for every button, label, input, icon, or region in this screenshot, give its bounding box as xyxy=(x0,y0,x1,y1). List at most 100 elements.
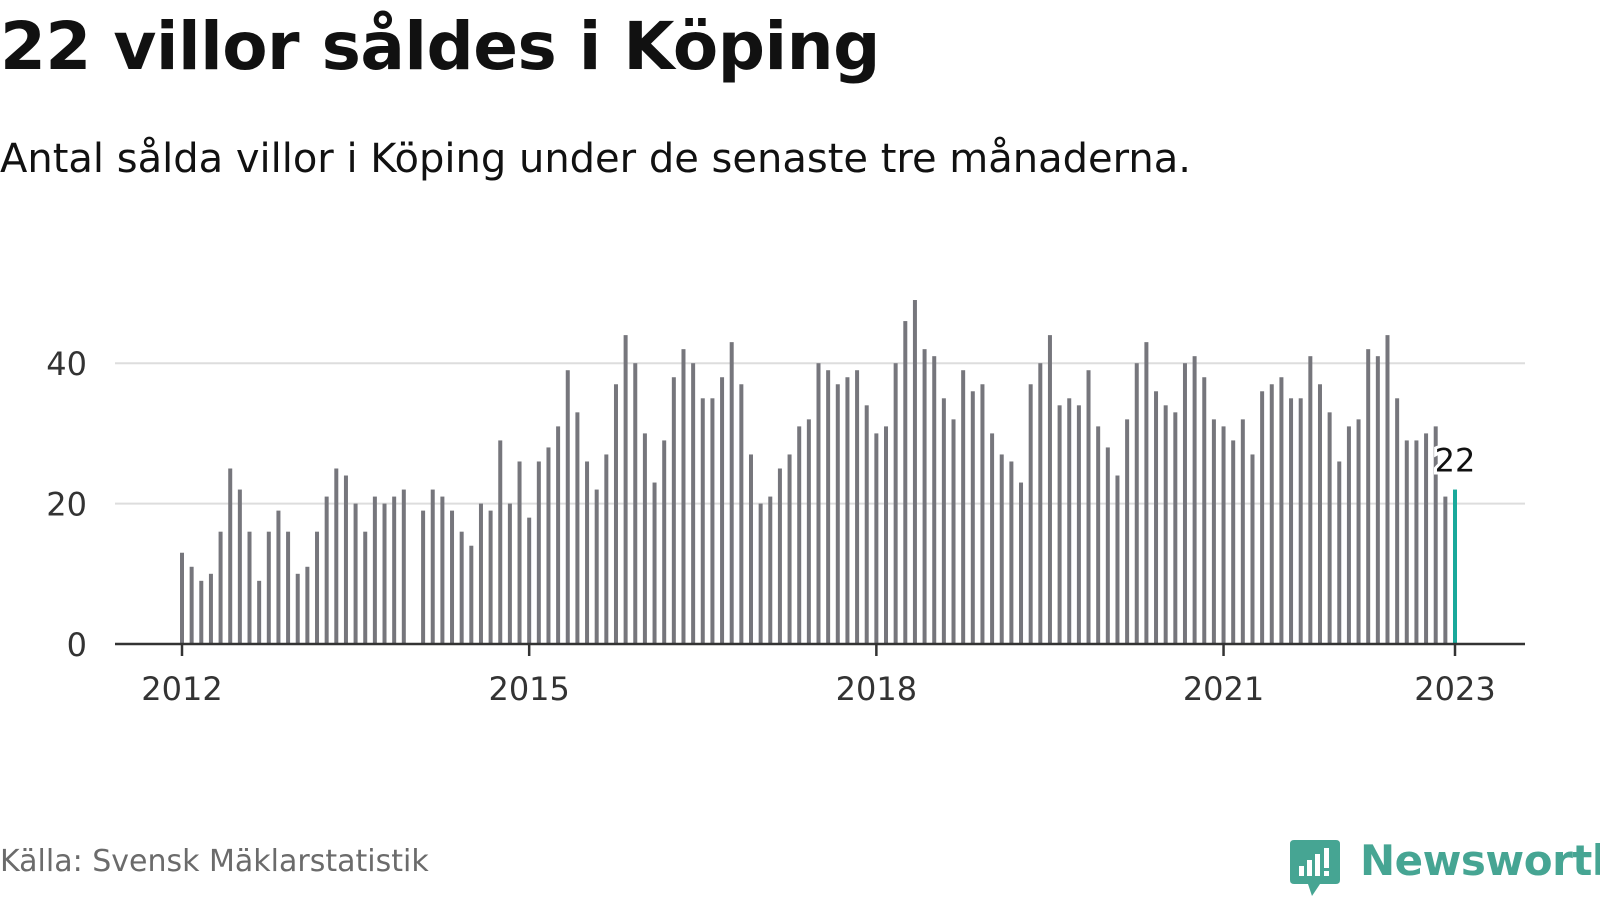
bar-30 xyxy=(469,545,474,644)
bar-11 xyxy=(286,531,291,644)
bar-23 xyxy=(401,489,406,644)
bar-37 xyxy=(536,461,541,644)
bar-27 xyxy=(440,496,445,644)
bar-95 xyxy=(1096,426,1101,644)
bar-68 xyxy=(835,384,840,644)
bar-63 xyxy=(787,454,792,644)
bar-40 xyxy=(565,370,570,644)
bar-4 xyxy=(218,531,223,644)
bar-121 xyxy=(1346,426,1351,644)
bar-98 xyxy=(1125,419,1130,644)
bar-127 xyxy=(1404,440,1409,644)
bar-7 xyxy=(247,531,252,644)
bar-73 xyxy=(884,426,889,644)
bar-119 xyxy=(1327,412,1332,644)
bar-123 xyxy=(1366,349,1371,644)
data-labels: 22 xyxy=(1432,439,1479,483)
bar-54 xyxy=(700,398,705,644)
bar-42 xyxy=(585,461,590,644)
bar-34 xyxy=(507,503,512,644)
bar-81 xyxy=(961,370,966,644)
bar-17 xyxy=(343,475,348,644)
bar-118 xyxy=(1317,384,1322,644)
bar-101 xyxy=(1154,391,1159,644)
bar-74 xyxy=(893,363,898,644)
x-tick-label-2012: 2012 xyxy=(141,670,222,708)
x-tick-label-2018: 2018 xyxy=(836,670,917,708)
bar-35 xyxy=(517,461,522,644)
bar-72 xyxy=(874,433,879,644)
bar-91 xyxy=(1057,405,1062,644)
bar-59 xyxy=(748,454,753,644)
bar-99 xyxy=(1134,363,1139,644)
bar-109 xyxy=(1231,440,1236,644)
bar-86 xyxy=(1009,461,1014,644)
bar-97 xyxy=(1115,475,1120,644)
bar-77 xyxy=(922,349,927,644)
y-tick-label-40: 40 xyxy=(46,345,87,383)
bar-31 xyxy=(478,503,483,644)
bar-1 xyxy=(189,566,194,644)
bar-50 xyxy=(662,440,667,644)
bar-84 xyxy=(990,433,995,644)
bar-66 xyxy=(816,363,821,644)
bar-26 xyxy=(430,489,435,644)
bar-111 xyxy=(1250,454,1255,644)
bar-112 xyxy=(1260,391,1265,644)
bar-53 xyxy=(691,363,696,644)
bar-51 xyxy=(671,377,676,644)
bar-76 xyxy=(912,300,917,644)
y-tick-label-0: 0 xyxy=(67,626,87,664)
bar-85 xyxy=(999,454,1004,644)
y-axis-ticks: 0 20 40 xyxy=(46,345,87,664)
chart-subtitle: Antal sålda villor i Köping under de sen… xyxy=(0,136,1191,182)
bar-90 xyxy=(1047,335,1052,644)
source-note: Källa: Svensk Mäklarstatistik xyxy=(0,844,429,879)
bar-120 xyxy=(1337,461,1342,644)
bar-132 xyxy=(1453,489,1457,644)
bar-56 xyxy=(720,377,725,644)
bar-2 xyxy=(199,580,204,644)
bar-46 xyxy=(623,335,628,644)
bar-61 xyxy=(768,496,773,644)
bar-16 xyxy=(334,468,339,644)
last-value-label: 22 xyxy=(1435,442,1476,480)
bar-14 xyxy=(315,531,320,644)
bar-129 xyxy=(1424,433,1429,644)
bar-88 xyxy=(1028,384,1033,644)
bar-78 xyxy=(932,356,937,644)
bar-71 xyxy=(864,405,869,644)
y-tick-label-20: 20 xyxy=(46,486,87,524)
bar-15 xyxy=(324,496,329,644)
bar-105 xyxy=(1192,356,1197,644)
bar-126 xyxy=(1395,398,1400,644)
bar-55 xyxy=(710,398,715,644)
bar-69 xyxy=(845,377,850,644)
bar-104 xyxy=(1182,363,1187,644)
bar-33 xyxy=(498,440,503,644)
bar-52 xyxy=(681,349,686,644)
bar-5 xyxy=(228,468,233,644)
newsworthy-logo: Newsworthy xyxy=(1290,836,1600,900)
bar-96 xyxy=(1105,447,1110,644)
bar-39 xyxy=(556,426,561,644)
bar-21 xyxy=(382,503,387,644)
bar-64 xyxy=(797,426,802,644)
bar-107 xyxy=(1211,419,1216,644)
bar-49 xyxy=(652,482,657,644)
bar-10 xyxy=(276,510,281,644)
bar-0 xyxy=(180,552,184,644)
bar-8 xyxy=(257,580,262,644)
bar-106 xyxy=(1202,377,1207,644)
bar-57 xyxy=(729,342,734,644)
bar-67 xyxy=(826,370,831,644)
bar-13 xyxy=(305,566,310,644)
bar-83 xyxy=(980,384,985,644)
bar-131 xyxy=(1443,496,1448,644)
newsworthy-logo-icon xyxy=(1290,840,1340,896)
bar-47 xyxy=(633,363,638,644)
x-tick-label-2015: 2015 xyxy=(488,670,569,708)
bar-130 xyxy=(1433,426,1438,644)
bar-36 xyxy=(527,517,532,644)
bar-89 xyxy=(1038,363,1043,644)
